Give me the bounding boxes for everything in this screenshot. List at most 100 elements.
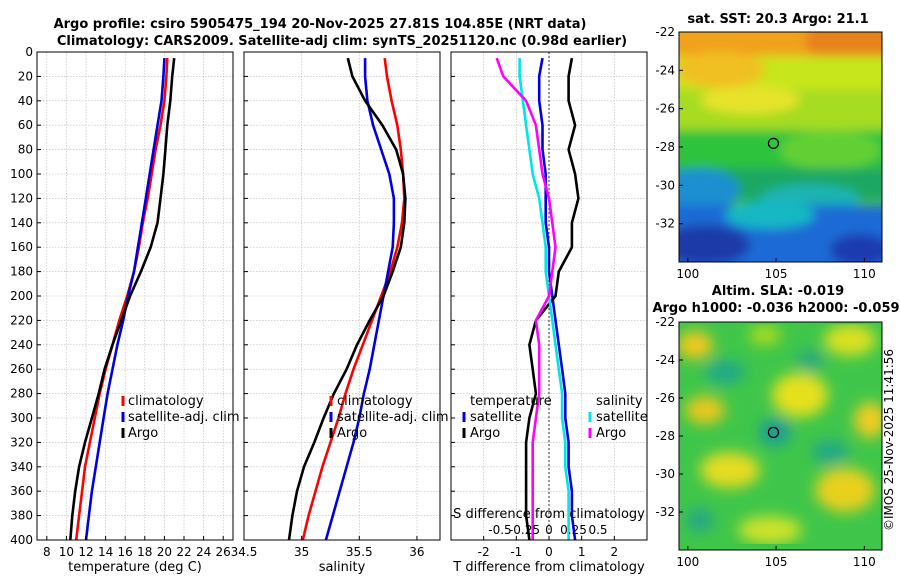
map-y-tick-label: -22 (655, 25, 675, 39)
temperature-ticks: 8 10 12 14 16 18 20 22 24 26020406080100120140160… (10, 45, 231, 559)
sla-map-panel: Altim. SLA: -0.019 Argo h1000: -0.036 h2… (652, 284, 899, 569)
map-x-tick-label: 100 (676, 555, 699, 569)
x-tick-label: 12 (78, 545, 93, 559)
t-difference-xlabel: T difference from climatology (452, 560, 645, 575)
y-tick-label: 80 (18, 143, 33, 157)
legend-label-s-satellite: satellite (596, 410, 648, 425)
sst-map-title: sat. SST: 20.3 Argo: 21.1 (687, 12, 868, 27)
map-y-tick-label: -24 (655, 63, 675, 77)
x-tick-label: 0 (545, 545, 553, 559)
map-y-tick-label: -30 (655, 178, 675, 192)
y-tick-label: 240 (10, 338, 33, 352)
sla-map-image (679, 322, 882, 550)
temperature-profile-panel: 8 10 12 14 16 18 20 22 24 26020406080100120140160… (10, 45, 240, 575)
legend-label-climatology: climatology (128, 394, 204, 409)
y-tick-label: 60 (18, 118, 33, 132)
legend-label-t-argo: Argo (470, 426, 500, 441)
y-tick-label: 380 (10, 509, 33, 523)
map-y-tick-label: -26 (655, 391, 675, 405)
argo-location-marker (767, 137, 780, 149)
s-difference-tick-label: 0 (545, 523, 553, 537)
legend-label-t-satellite: satellite (470, 410, 522, 425)
series-line-temperature-satellite (537, 57, 577, 541)
y-tick-label: 140 (10, 216, 33, 230)
legend-label-argo: Argo (337, 426, 367, 441)
map-x-tick-label: 110 (853, 267, 876, 281)
y-tick-label: 180 (10, 265, 33, 279)
map-y-tick-label: -26 (655, 102, 675, 116)
y-tick-label: 20 (18, 69, 33, 83)
y-tick-label: 100 (10, 167, 33, 181)
figure-title-line2: Climatology: CARS2009. Satellite-adj cli… (57, 34, 627, 49)
s-difference-tick-label: 0.25 (560, 523, 587, 537)
series-line-satellite-adj-clim (84, 58, 166, 541)
x-tick-label: 16 (118, 545, 133, 559)
difference-profile-panel: -2 -1 0 1 2 -0.5-0.25 0 0.25 0.5 T difference fr… (450, 51, 648, 575)
salinity-profile-panel: 34.5 35 35.5 36 salinity climatology satell… (231, 51, 449, 575)
legend-label-satellite-adj: satellite-adj. clim (128, 410, 240, 425)
series-line-salinity-argo (495, 57, 557, 540)
y-tick-label: 0 (25, 45, 33, 59)
map-x-tick-label: 105 (765, 555, 788, 569)
argo-location-marker (767, 426, 780, 438)
figure-title-line1: Argo profile: csiro 5905475_194 20-Nov-2… (54, 17, 587, 32)
salinity-grid (243, 51, 440, 541)
x-tick-label: 18 (137, 545, 152, 559)
imos-watermark: ©IMOS 25-Nov-2025 11:41:56 (882, 349, 896, 531)
difference-lines (495, 57, 580, 541)
s-difference-tick-label: -0.25 (509, 523, 540, 537)
salinity-axes-box (243, 51, 441, 541)
s-difference-tick-label: 0.5 (588, 523, 607, 537)
sla-map-title: Altim. SLA: -0.019 (712, 284, 844, 299)
series-line-climatology (74, 58, 169, 541)
sla-map-ticks: 100 105 110 -22 -24 -26 -28 -30 -32 (655, 315, 875, 569)
temperature-lines (69, 57, 176, 541)
x-tick-label: 34.5 (231, 545, 258, 559)
series-line-climatology (301, 57, 406, 541)
map-x-tick-label: 100 (676, 267, 699, 281)
map-x-tick-label: 105 (765, 267, 788, 281)
map-y-tick-label: -22 (655, 315, 675, 329)
x-tick-label: 1 (578, 545, 586, 559)
series-line-temperature-argo (524, 57, 580, 541)
x-tick-label: 35 (294, 545, 309, 559)
map-y-tick-label: -32 (655, 217, 675, 231)
map-y-tick-label: -24 (655, 353, 675, 367)
y-tick-label: 360 (10, 484, 33, 498)
x-tick-label: -1 (510, 545, 522, 559)
salinity-lines (287, 57, 407, 541)
x-tick-label: 26 (216, 545, 231, 559)
x-tick-label: -2 (478, 545, 490, 559)
x-tick-label: 2 (611, 545, 619, 559)
temperature-grid (37, 51, 233, 541)
sla-map-subtitle: Argo h1000: -0.036 h2000: -0.059 (652, 301, 899, 316)
x-tick-label: 35.5 (346, 545, 373, 559)
y-tick-label: 120 (10, 191, 33, 205)
salinity-ticks: 34.5 35 35.5 36 (231, 51, 425, 559)
legend-title-salinity: salinity (596, 394, 643, 409)
legend-label-climatology: climatology (337, 394, 413, 409)
temperature-xlabel: temperature (deg C) (68, 560, 202, 575)
y-tick-label: 260 (10, 362, 33, 376)
y-tick-label: 320 (10, 435, 33, 449)
map-y-tick-label: -28 (655, 140, 675, 154)
x-tick-label: 10 (59, 545, 74, 559)
s-difference-xlabel: S difference from climatology (453, 507, 645, 522)
y-tick-label: 340 (10, 460, 33, 474)
y-tick-label: 280 (10, 387, 33, 401)
legend-label-argo: Argo (128, 426, 158, 441)
salinity-legend: climatology satellite-adj. clim Argo (329, 394, 449, 441)
difference-ticks: -2 -1 0 1 2 -0.5-0.25 0 0.25 0.5 (451, 51, 619, 559)
x-tick-label: 22 (176, 545, 191, 559)
map-x-tick-label: 110 (853, 555, 876, 569)
difference-legend: temperature satellite Argo salinity sate… (462, 394, 648, 441)
sst-map-ticks: 100 105 110 -22 -24 -26 -28 -30 -32 (655, 25, 875, 281)
series-line-satellite-adj-clim (324, 58, 396, 541)
y-tick-label: 400 (10, 533, 33, 547)
y-tick-label: 300 (10, 411, 33, 425)
legend-title-temperature: temperature (470, 394, 552, 409)
x-tick-label: 20 (157, 545, 172, 559)
x-tick-label: 8 (43, 545, 51, 559)
map-y-tick-label: -28 (655, 429, 675, 443)
y-tick-label: 200 (10, 289, 33, 303)
